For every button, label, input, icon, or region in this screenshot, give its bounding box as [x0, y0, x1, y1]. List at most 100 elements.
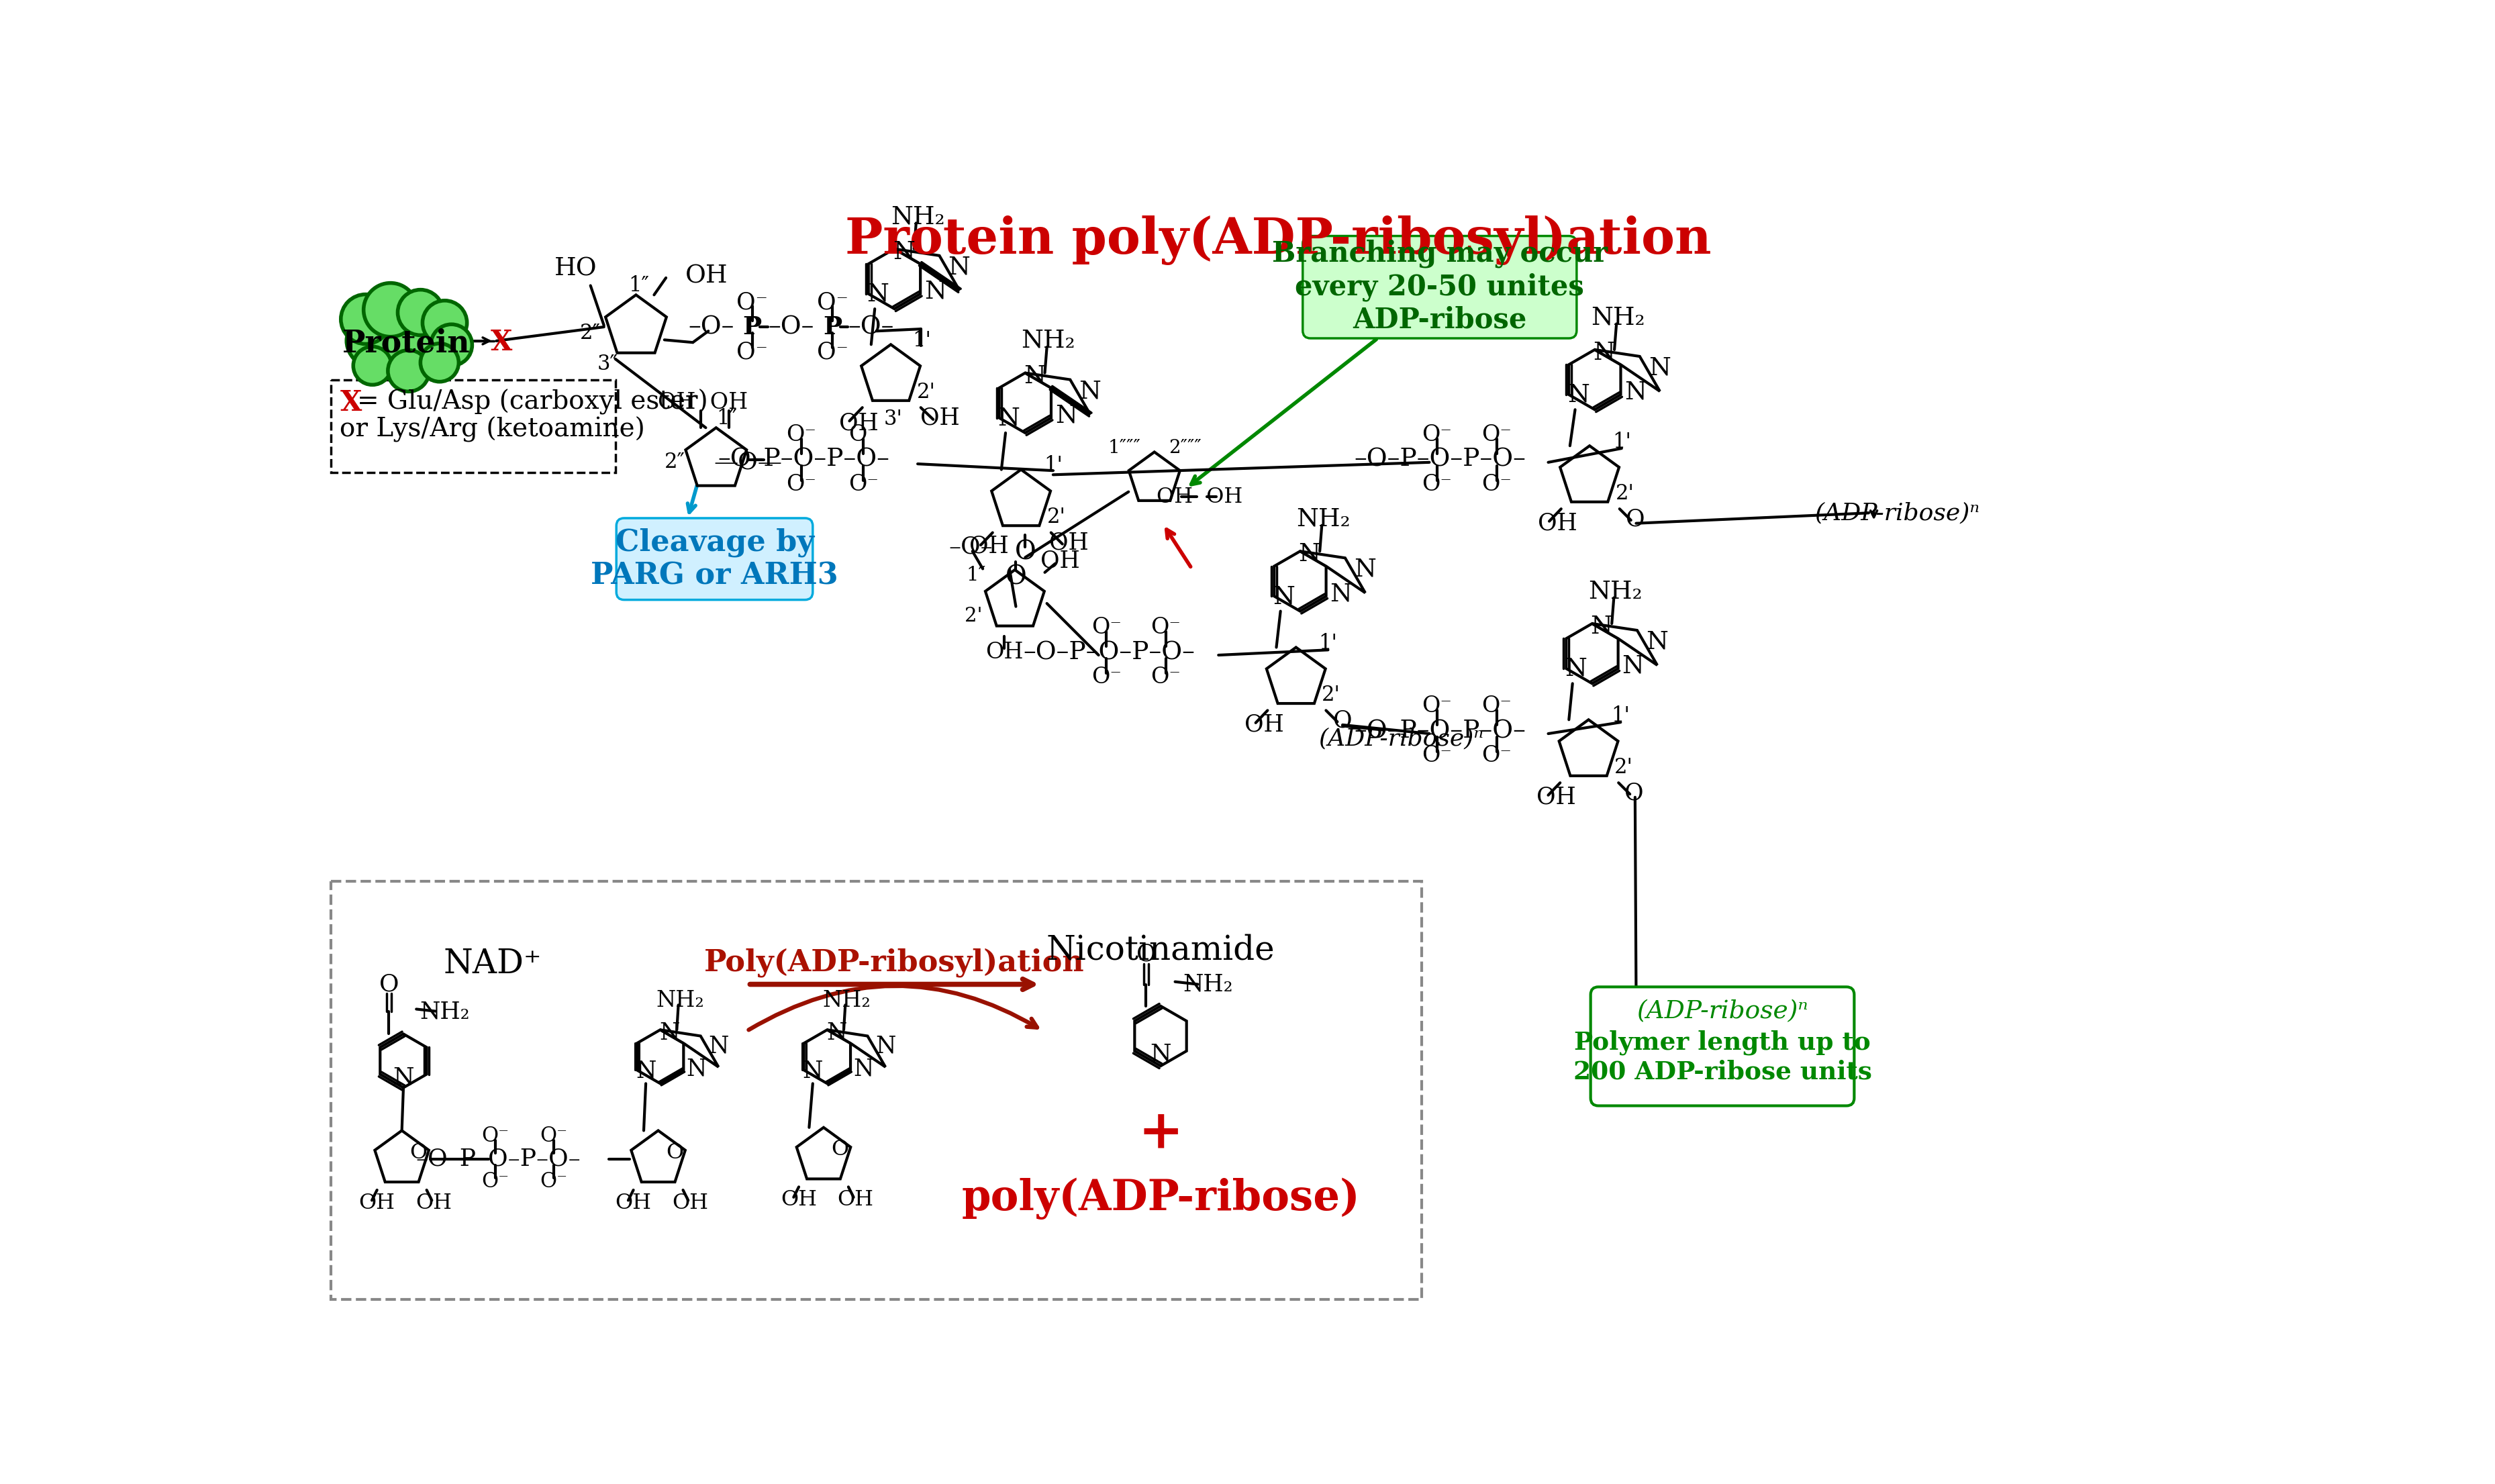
Polygon shape	[686, 427, 746, 485]
Circle shape	[422, 343, 459, 381]
Text: O⁻: O⁻	[1150, 666, 1180, 689]
Text: Poly(ADP-ribosyl)ation: Poly(ADP-ribosyl)ation	[704, 948, 1085, 978]
Text: (ADP-ribose)ⁿ: (ADP-ribose)ⁿ	[1637, 1000, 1809, 1024]
Text: NH₂: NH₂	[1592, 306, 1644, 329]
Polygon shape	[861, 344, 921, 401]
Text: O⁻: O⁻	[1482, 745, 1512, 767]
Text: N: N	[1649, 356, 1669, 380]
Text: N: N	[636, 1060, 656, 1082]
Text: N: N	[1567, 383, 1589, 407]
Text: O⁻: O⁻	[1150, 617, 1180, 638]
Text: +: +	[1138, 1107, 1183, 1159]
Ellipse shape	[347, 303, 467, 378]
Text: –O–P–O–P–O–: –O–P–O–P–O–	[1023, 641, 1195, 665]
Text: N: N	[1272, 585, 1295, 608]
Text: –O–: –O–	[848, 315, 893, 338]
Text: N: N	[826, 1021, 846, 1043]
Text: –O–P–O–P–O–: –O–P–O–P–O–	[1355, 718, 1524, 743]
Polygon shape	[986, 570, 1045, 626]
Text: O: O	[1332, 709, 1352, 732]
Text: NH₂: NH₂	[1183, 974, 1233, 996]
Polygon shape	[1569, 350, 1622, 410]
Polygon shape	[1025, 372, 1090, 414]
Circle shape	[432, 325, 472, 365]
Polygon shape	[1567, 623, 1619, 684]
Text: P: P	[744, 315, 761, 340]
Text: OH: OH	[838, 1189, 873, 1211]
Text: O⁻: O⁻	[1482, 473, 1512, 496]
Text: NH₂: NH₂	[823, 990, 871, 1012]
Text: 1': 1'	[1320, 632, 1337, 653]
Text: N: N	[923, 279, 946, 304]
Text: O⁻: O⁻	[1422, 424, 1452, 445]
Text: 1': 1'	[1043, 456, 1063, 476]
Text: O⁻: O⁻	[816, 340, 848, 364]
Text: 3': 3'	[883, 410, 903, 430]
Text: 2″: 2″	[581, 322, 601, 343]
Text: –O–: –O–	[689, 315, 734, 338]
Polygon shape	[1300, 551, 1365, 592]
Text: OH: OH	[1040, 549, 1080, 571]
Text: P: P	[823, 315, 841, 340]
Text: N: N	[1564, 657, 1587, 681]
Text: 1″: 1″	[716, 408, 736, 429]
Text: O: O	[1624, 782, 1644, 804]
Text: N: N	[1023, 364, 1045, 389]
Text: = Glu/Asp (carboxyl ester): = Glu/Asp (carboxyl ester)	[357, 389, 709, 414]
Text: N: N	[659, 1021, 679, 1043]
Polygon shape	[636, 1030, 684, 1083]
Polygon shape	[1559, 445, 1619, 502]
Text: N: N	[1297, 542, 1320, 567]
Text: N: N	[1589, 614, 1612, 638]
Text: 2': 2'	[966, 607, 983, 626]
Text: OH: OH	[838, 411, 878, 435]
Text: O: O	[1005, 564, 1025, 589]
FancyBboxPatch shape	[616, 518, 813, 600]
Text: N: N	[853, 1058, 873, 1080]
Text: –O–: –O–	[948, 536, 993, 558]
Text: NH₂: NH₂	[891, 205, 946, 229]
Polygon shape	[1559, 720, 1619, 776]
Text: X: X	[492, 328, 511, 356]
Text: N: N	[803, 1060, 823, 1082]
Text: O: O	[1015, 540, 1035, 565]
Text: N: N	[709, 1034, 729, 1058]
Text: OH: OH	[986, 641, 1023, 663]
Text: 2': 2'	[1614, 482, 1634, 503]
Polygon shape	[1128, 453, 1180, 500]
Polygon shape	[1275, 551, 1327, 611]
Text: NAD⁺: NAD⁺	[444, 947, 541, 981]
Polygon shape	[379, 1034, 427, 1088]
Polygon shape	[1135, 1006, 1188, 1066]
Text: or Lys/Arg (ketoamine): or Lys/Arg (ketoamine)	[339, 417, 646, 442]
Text: O⁻: O⁻	[539, 1126, 566, 1147]
Text: N: N	[1150, 1043, 1170, 1066]
Text: (ADP-ribose)ⁿ: (ADP-ribose)ⁿ	[1814, 502, 1979, 524]
Polygon shape	[828, 1030, 886, 1067]
Polygon shape	[374, 1131, 429, 1181]
Text: 2': 2'	[1614, 757, 1634, 778]
Text: OH: OH	[686, 264, 729, 288]
Text: N: N	[866, 282, 888, 306]
Text: O⁻: O⁻	[1090, 617, 1120, 638]
Polygon shape	[998, 372, 1050, 433]
Text: Protein: Protein	[342, 328, 469, 359]
Text: OH: OH	[1537, 787, 1577, 809]
Polygon shape	[991, 469, 1050, 525]
FancyBboxPatch shape	[1302, 236, 1577, 338]
Text: –O–P–O–P–O–: –O–P–O–P–O–	[417, 1147, 581, 1171]
Circle shape	[397, 289, 444, 335]
Text: 1″″″: 1″″″	[1108, 439, 1140, 457]
Text: OH: OH	[921, 407, 961, 429]
Text: N: N	[1647, 631, 1667, 654]
Text: N: N	[876, 1034, 896, 1058]
Text: 1': 1'	[913, 329, 931, 350]
Text: 2': 2'	[916, 381, 936, 402]
Text: O⁻: O⁻	[1422, 473, 1452, 496]
Text: HO: HO	[554, 257, 596, 280]
Text: OH: OH	[1537, 512, 1577, 534]
Text: —O—: —O—	[714, 451, 783, 473]
Text: N: N	[948, 255, 971, 279]
Polygon shape	[893, 249, 961, 291]
Text: 2': 2'	[1048, 506, 1065, 527]
